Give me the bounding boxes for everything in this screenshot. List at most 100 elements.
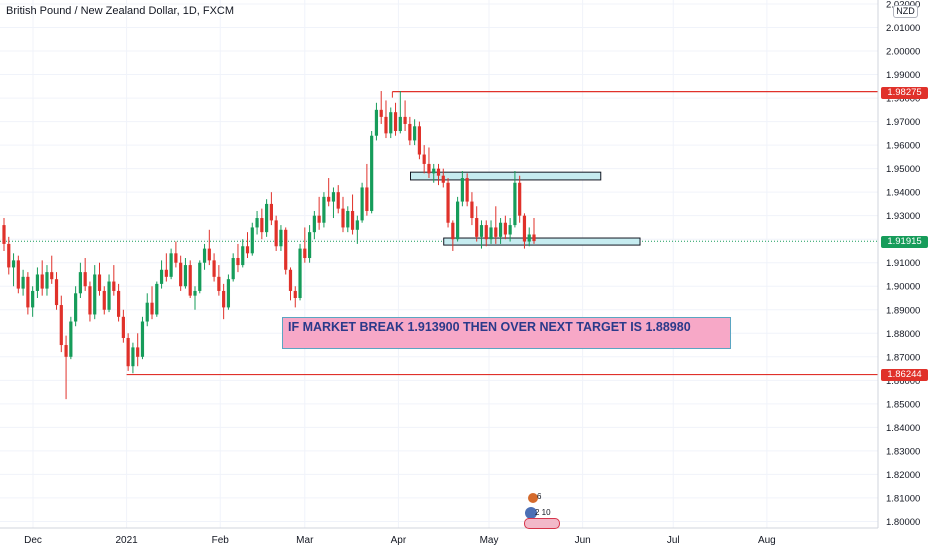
candle-body [97,274,102,291]
candle-body [446,182,450,223]
candle-body [350,210,355,230]
candle-body [50,272,54,280]
candle-body [479,225,484,237]
price-tick-label: 1.98000 [886,94,920,105]
price-tick-label: 1.82000 [886,470,920,481]
candle-body [11,260,16,268]
candle-body [16,260,20,289]
candle-body [150,302,154,315]
time-tick-label: Jun [575,535,591,546]
candle-body [250,227,254,254]
candle-body [121,316,125,338]
candle-body [436,168,441,176]
candle-body [126,337,130,367]
price-tick-label: 1.93000 [886,211,920,222]
candle-body [498,222,503,237]
candle-body [116,290,121,317]
candle-body [532,234,536,242]
event-badge-icon[interactable] [524,518,560,529]
candle-body [198,262,202,291]
candle-body [188,265,192,296]
candle-body [470,201,474,219]
event-count-mid: 2 10 [535,508,551,517]
price-tick-label: 1.81000 [886,493,920,504]
candle-body [140,321,145,357]
flag-icon[interactable] [525,507,537,519]
candle-body [327,196,331,202]
candle-body [269,203,273,221]
candle-body [207,248,211,261]
candle-body [370,135,374,211]
candle-body [360,187,364,221]
currency-label[interactable]: NZD [893,5,918,18]
candle-body [7,243,11,268]
candle-body [317,215,321,223]
events-markers[interactable]: 6 2 10 [522,492,564,530]
candle-body [236,258,240,266]
candles [2,91,536,400]
candle-body [298,248,302,298]
candle-body [513,182,517,226]
event-dot-icon[interactable] [528,493,538,503]
candle-body [102,290,106,310]
time-tick-label: May [480,535,499,546]
time-axis: Dec 2021 Feb Mar Apr May Jun Jul Aug [24,535,776,546]
candle-body [169,253,173,277]
price-tick-label: 1.99000 [886,70,920,81]
candle-body [293,290,297,298]
candle-body [484,225,488,240]
price-tick-label: 1.96000 [886,141,920,152]
candle-body [265,203,269,233]
candle-body [279,229,283,247]
candle-body [112,281,116,291]
time-tick-label: Dec [24,535,42,546]
candle-body [78,272,82,294]
candle-body [403,116,407,124]
candle-body [398,116,402,132]
time-tick-label: Feb [212,535,230,546]
candle-body [365,187,369,211]
time-tick-label: Apr [391,535,407,546]
candle-body [136,347,140,357]
candle-body [413,126,417,141]
candle-body [164,269,168,277]
time-tick-label: Aug [758,535,776,546]
candle-body [145,302,149,322]
candle-body [441,175,445,183]
candle-body [374,109,379,136]
zone-box [443,237,641,246]
candle-body [155,283,159,315]
candle-body [284,229,288,270]
candle-body [88,286,92,315]
candle-body [174,253,178,263]
candle-body [389,112,393,134]
candle-body [384,116,388,134]
candle-body [341,208,345,228]
event-count: 6 [537,492,542,501]
candle-body [93,274,97,315]
annotation-note[interactable]: IF MARKET BREAK 1.913900 THEN OVER NEXT … [282,317,731,349]
candle-body [83,272,87,287]
price-tick-label: 2.00000 [886,47,920,58]
price-tick-label: 1.85000 [886,399,920,410]
zone-boxes [410,171,641,246]
candle-body [307,232,312,259]
candle-body [427,163,431,174]
candle-body [193,290,197,296]
candle-body [494,227,498,237]
candle-body [64,345,68,357]
candle-body [179,262,183,287]
candle-body [69,321,73,357]
candle-body [241,246,245,266]
price-tick-label: 1.88000 [886,329,920,340]
candle-body [312,215,316,233]
candle-body [59,305,63,346]
candle-body [21,276,25,289]
candle-body [422,154,426,164]
candle-body [503,222,507,235]
candle-body [322,196,326,223]
candle-body [26,276,30,308]
chart-title: British Pound / New Zealand Dollar, 1D, … [6,5,235,17]
candle-body [331,192,336,202]
